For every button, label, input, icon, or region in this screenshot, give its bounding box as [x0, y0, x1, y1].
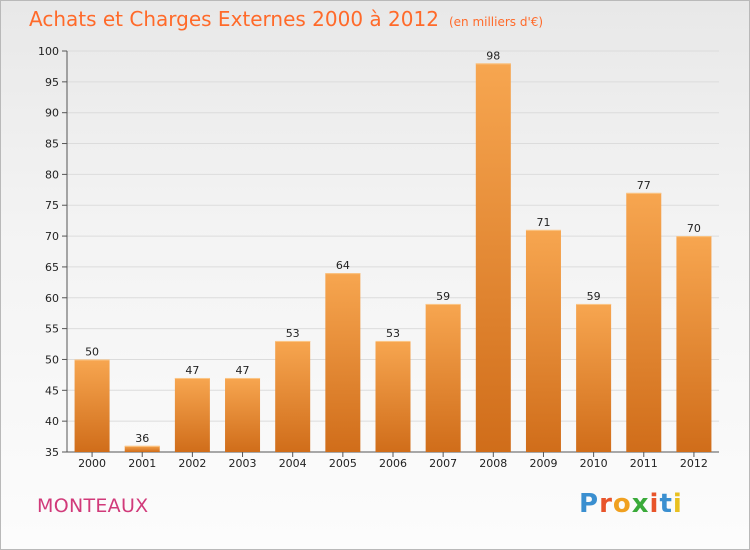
- data-labels: 50 36 47 47 53 64 53 59 98 71 59 77 70: [85, 49, 701, 444]
- data-label: 71: [536, 216, 550, 229]
- x-tick-label: 2010: [580, 457, 608, 470]
- bar-2003: [225, 377, 261, 452]
- data-label: 77: [637, 179, 651, 192]
- chart-title: Achats et Charges Externes 2000 à 2012 (e…: [29, 7, 543, 31]
- y-tick-label: 80: [45, 168, 59, 181]
- x-tick-label: 2006: [379, 457, 407, 470]
- bars: [74, 63, 712, 452]
- bar-2009: [525, 229, 561, 452]
- x-tick-label: 2003: [229, 457, 257, 470]
- y-tick-label: 90: [45, 107, 59, 120]
- unit-label: (en milliers d'€): [448, 15, 544, 29]
- y-tick-label: 65: [45, 261, 59, 274]
- x-tick-label: 2007: [429, 457, 457, 470]
- logo-letter: t: [659, 489, 673, 519]
- data-label: 50: [85, 345, 99, 358]
- bar-2000: [74, 359, 110, 452]
- x-tick-label: 2012: [680, 457, 708, 470]
- y-tick-label: 95: [45, 76, 59, 89]
- logo-letter: i: [649, 489, 660, 519]
- x-tick-label: 2011: [630, 457, 658, 470]
- data-label: 59: [587, 290, 601, 303]
- bar-2008: [475, 63, 511, 452]
- data-label: 59: [436, 290, 450, 303]
- proxiti-logo[interactable]: Proxiti: [579, 489, 683, 519]
- y-tick-label: 35: [45, 446, 59, 459]
- bar-2012: [676, 236, 712, 452]
- y-tick-label: 60: [45, 292, 59, 305]
- data-label: 36: [135, 432, 149, 445]
- bar-2001: [124, 445, 160, 452]
- data-label: 98: [486, 49, 500, 62]
- x-tick-label: 2004: [279, 457, 307, 470]
- bar-2004: [275, 340, 311, 452]
- y-tick-label: 100: [38, 45, 59, 58]
- data-label: 47: [236, 364, 250, 377]
- logo-letter: P: [579, 489, 600, 519]
- y-tick-labels: 35 40 45 50 55 60 65 70 75 80 85 90 95 100: [38, 45, 59, 459]
- data-label: 47: [185, 364, 199, 377]
- logo-letter: r: [599, 489, 613, 519]
- logo-letter: x: [631, 489, 650, 519]
- bar-2002: [174, 377, 210, 452]
- x-tick-label: 2001: [128, 457, 156, 470]
- bar-2006: [375, 340, 411, 452]
- x-tick-label: 2008: [479, 457, 507, 470]
- data-label: 53: [286, 327, 300, 340]
- y-tick-label: 85: [45, 138, 59, 151]
- y-tick-label: 55: [45, 323, 59, 336]
- data-label: 64: [336, 259, 350, 272]
- title-text: Achats et Charges Externes 2000 à 2012: [29, 7, 439, 31]
- y-tick-label: 50: [45, 353, 59, 366]
- logo-letter: o: [612, 489, 632, 519]
- bar-2011: [626, 192, 662, 452]
- data-label: 70: [687, 222, 701, 235]
- x-tick-label: 2005: [329, 457, 357, 470]
- x-tick-labels: 2000 2001 2002 2003 2004 2005 2006 2007 2008 2009…: [78, 452, 708, 470]
- x-tick-label: 2002: [178, 457, 206, 470]
- x-tick-label: 2009: [529, 457, 557, 470]
- data-label: 53: [386, 327, 400, 340]
- y-tick-label: 75: [45, 199, 59, 212]
- y-tick-label: 70: [45, 230, 59, 243]
- commune-name: MONTEAUX: [37, 495, 149, 517]
- y-tick-label: 45: [45, 384, 59, 397]
- logo-letter: i: [672, 489, 683, 519]
- y-tick-label: 40: [45, 415, 59, 428]
- x-tick-label: 2000: [78, 457, 106, 470]
- bar-2010: [576, 303, 612, 452]
- bar-2007: [425, 303, 461, 452]
- bar-2005: [325, 273, 361, 452]
